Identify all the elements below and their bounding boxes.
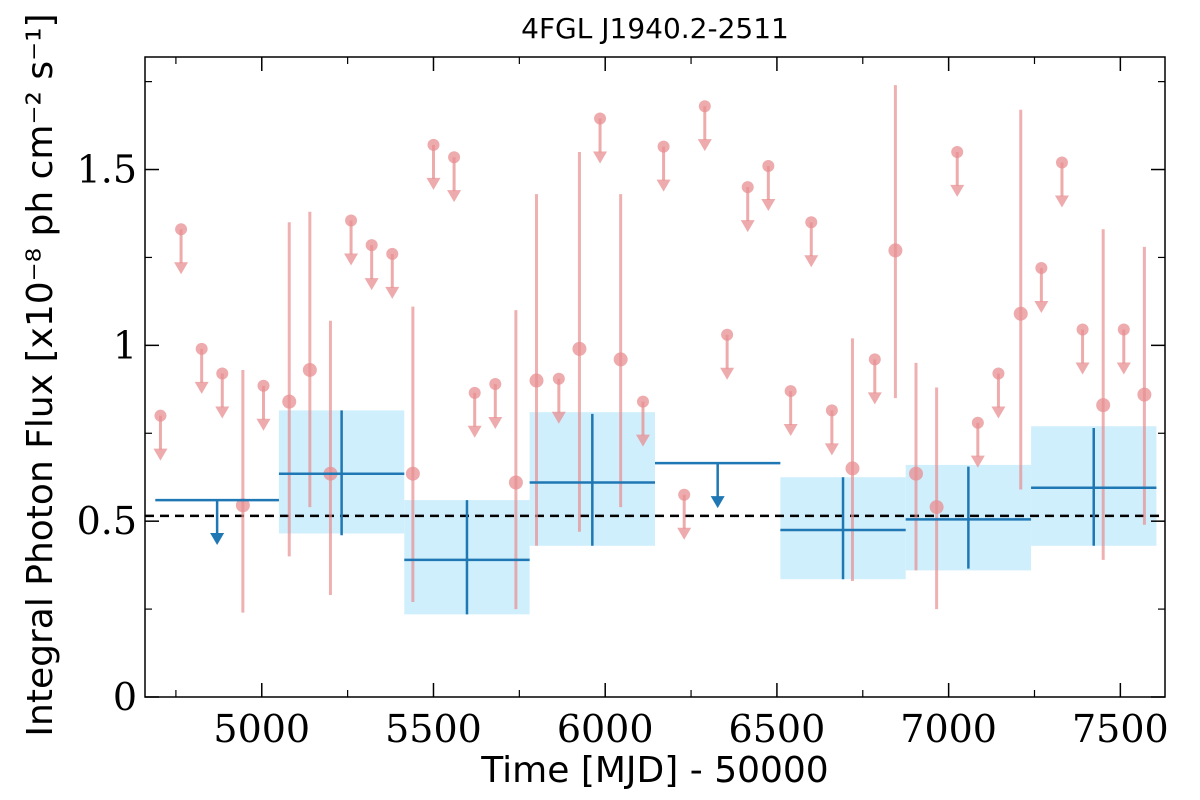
y-axis-title: Integral Photon Flux [x10⁻⁸ ph cm⁻² s⁻¹] bbox=[20, 13, 61, 736]
upper-limit-arrow bbox=[991, 406, 1006, 419]
upper-limit-point bbox=[657, 140, 670, 153]
upper-limit-arrow bbox=[635, 434, 650, 447]
x-axis-title: Time [MJD] - 50000 bbox=[480, 750, 828, 791]
upper-limit-point bbox=[992, 367, 1005, 380]
upper-limit-point bbox=[216, 367, 229, 380]
upper-limit-arrow bbox=[1075, 362, 1090, 375]
upper-limit-arrow bbox=[467, 425, 482, 438]
upper-limit-arrow bbox=[174, 262, 189, 275]
upper-limit-arrow bbox=[970, 455, 985, 468]
upper-limit-point bbox=[825, 404, 838, 417]
upper-limit-point bbox=[636, 395, 649, 408]
x-tick-label: 5500 bbox=[385, 707, 482, 751]
upper-limit-arrow bbox=[867, 392, 882, 405]
long-bin-limit-arrow bbox=[710, 496, 725, 509]
chart-title: 4FGL J1940.2-2511 bbox=[521, 12, 789, 45]
data-point bbox=[1137, 387, 1152, 402]
upper-limit-point bbox=[741, 181, 754, 194]
plot-frame bbox=[144, 56, 1166, 698]
upper-limit-point bbox=[678, 488, 691, 501]
upper-limit-arrow bbox=[740, 220, 755, 233]
upper-limit-arrow bbox=[1116, 362, 1131, 375]
x-tick-label: 6000 bbox=[557, 707, 654, 751]
upper-limit-arrow bbox=[488, 416, 503, 429]
upper-limit-arrow bbox=[824, 443, 839, 456]
upper-limit-point bbox=[365, 239, 378, 252]
upper-limit-arrow bbox=[1054, 195, 1069, 208]
upper-limit-point bbox=[1055, 156, 1068, 169]
upper-limit-arrow bbox=[194, 381, 209, 394]
upper-limit-arrow bbox=[1034, 300, 1049, 313]
data-point bbox=[508, 475, 523, 490]
upper-limit-arrow bbox=[551, 411, 566, 424]
upper-limit-arrow bbox=[593, 151, 608, 164]
upper-limit-arrow bbox=[256, 418, 271, 431]
upper-limit-point bbox=[468, 386, 481, 399]
upper-limit-point bbox=[1117, 323, 1130, 336]
upper-limit-arrow bbox=[385, 286, 400, 299]
data-point bbox=[1013, 306, 1028, 321]
x-tick-label: 5000 bbox=[213, 707, 310, 751]
data-point bbox=[1096, 398, 1111, 413]
upper-limit-arrow bbox=[677, 527, 692, 540]
upper-limit-point bbox=[345, 214, 358, 227]
upper-limit-point bbox=[721, 328, 734, 341]
data-point bbox=[845, 461, 860, 476]
upper-limit-arrow bbox=[153, 448, 168, 461]
upper-limit-arrow bbox=[720, 367, 735, 380]
upper-limit-point bbox=[784, 385, 797, 398]
upper-limit-point bbox=[195, 342, 208, 355]
upper-limit-point bbox=[805, 216, 818, 229]
upper-limit-point bbox=[257, 379, 270, 392]
upper-limit-arrow bbox=[697, 139, 712, 152]
upper-limit-point bbox=[762, 160, 775, 173]
upper-limit-point bbox=[154, 409, 167, 422]
upper-limit-arrow bbox=[950, 184, 965, 197]
upper-limit-point bbox=[698, 100, 711, 113]
data-point bbox=[282, 394, 297, 409]
upper-limit-arrow bbox=[783, 424, 798, 437]
upper-limit-point bbox=[594, 112, 607, 125]
data-point bbox=[909, 466, 924, 481]
y-tick-label: 1 bbox=[113, 323, 137, 367]
upper-limit-arrow bbox=[215, 406, 230, 419]
data-point bbox=[235, 498, 250, 513]
upper-limit-arrow bbox=[426, 177, 441, 190]
upper-limit-point bbox=[386, 247, 399, 260]
upper-limit-point bbox=[971, 416, 984, 429]
upper-limit-arrow bbox=[447, 190, 462, 203]
x-tick-label: 6500 bbox=[729, 707, 826, 751]
data-point bbox=[572, 341, 587, 356]
x-tick-label: 7500 bbox=[1072, 707, 1169, 751]
upper-limit-point bbox=[552, 372, 565, 385]
upper-limit-point bbox=[951, 145, 964, 158]
long-bin-limit-arrow bbox=[210, 533, 225, 546]
data-point bbox=[529, 373, 544, 388]
upper-limit-arrow bbox=[364, 278, 379, 291]
upper-limit-arrow bbox=[656, 179, 671, 192]
y-tick-label: 0 bbox=[113, 675, 137, 719]
upper-limit-arrow bbox=[804, 255, 819, 268]
upper-limit-point bbox=[175, 223, 188, 236]
data-point bbox=[405, 466, 420, 481]
y-tick-label: 0.5 bbox=[77, 499, 137, 543]
x-tick-label: 7000 bbox=[900, 707, 997, 751]
data-point bbox=[613, 352, 628, 367]
upper-limit-point bbox=[1076, 323, 1089, 336]
data-point bbox=[929, 500, 944, 515]
upper-limit-point bbox=[868, 353, 881, 366]
upper-limit-point bbox=[1035, 261, 1048, 274]
data-point bbox=[302, 362, 317, 377]
upper-limit-arrow bbox=[761, 198, 776, 211]
upper-limit-point bbox=[448, 151, 461, 164]
upper-limit-point bbox=[489, 378, 502, 391]
upper-limit-arrow bbox=[344, 253, 359, 266]
y-tick-label: 1.5 bbox=[77, 148, 137, 192]
data-point bbox=[888, 243, 903, 258]
upper-limit-point bbox=[427, 138, 440, 151]
